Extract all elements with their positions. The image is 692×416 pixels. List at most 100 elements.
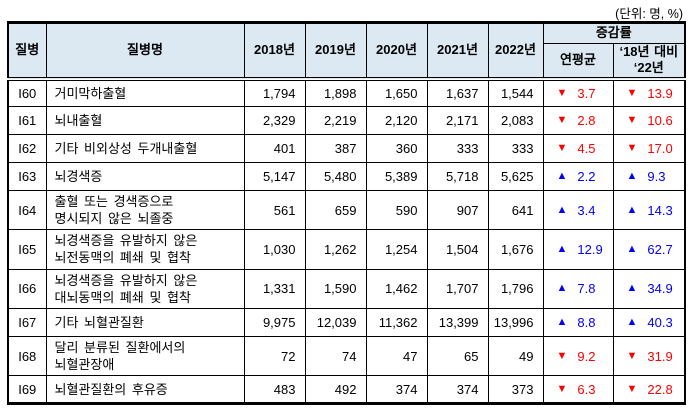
table-row: I69 뇌혈관질환의 후유증 483 492 374 374 373 ▼ 6.3 … [7,375,686,405]
disease-code-cell: I62 [7,134,47,163]
year-value-cell: 5,147 [243,162,306,191]
triangle-down-icon: ▼ [626,86,638,99]
disease-name-cell: 뇌내출혈 [45,106,245,135]
vs-change-cell: ▲ 62.7 [612,229,686,270]
year-value-cell: 1,707 [426,268,489,309]
year-value-cell: 11,362 [365,307,428,337]
annual-change-cell: ▼ 2.8 [542,106,614,135]
change-value: 17.0 [647,141,673,156]
table-row: I61 뇌내출혈 2,329 2,219 2,120 2,171 2,083 ▼… [7,106,686,135]
year-value-cell: 1,030 [243,229,306,270]
vs-change-cell: ▲ 9.3 [612,162,686,191]
triangle-up-icon: ▲ [626,170,638,182]
disease-name-cell: 뇌경색증을 유발하지 않은 뇌전동맥의 폐쇄 및 협착 [45,229,245,270]
table-row: I64 출혈 또는 경색증으로 명시되지 않은 뇌졸중 561 659 590 9… [7,189,686,231]
year-value-cell: 47 [365,335,428,377]
year-value-cell: 1,262 [304,229,367,270]
year-value-cell: 2,329 [243,106,306,135]
change-value: 9.2 [577,348,596,364]
header-vs-2018-2022: ‘18년 대비 ‘22년 [612,43,686,81]
vs-change-cell: ▲ 34.9 [612,268,686,309]
year-value-cell: 387 [304,134,367,163]
triangle-down-icon: ▼ [626,142,638,154]
disease-code-cell: I67 [7,307,47,337]
disease-name-cell: 뇌혈관질환의 후유증 [45,375,245,405]
change-value: 31.9 [647,348,673,364]
year-value-cell: 907 [426,189,489,231]
triangle-down-icon: ▼ [626,382,638,395]
change-value: 22.8 [647,381,673,397]
header-vs-line2: ‘22년 [633,60,664,76]
year-value-cell: 1,504 [426,229,489,270]
header-row-2: 연평균 ‘18년 대비 ‘22년 [8,43,686,81]
unit-note: (단위: 명, %) [615,7,683,21]
year-value-cell: 74 [304,335,367,377]
disease-name-cell: 기타 비외상성 두개내출혈 [45,134,245,163]
change-value: 8.8 [577,314,596,330]
change-value: 3.7 [577,85,596,101]
triangle-up-icon: ▲ [626,203,638,216]
change-value: 12.9 [577,241,603,257]
year-value-cell: 1,650 [365,78,428,107]
triangle-up-icon: ▲ [556,282,568,295]
disease-name-cell: 뇌경색증을 유발하지 않은 대뇌동맥의 폐쇄 및 협착 [45,268,245,309]
disease-name-cell: 달리 분류된 질환에서의 뇌혈관장애 [45,335,245,377]
disease-code-cell: I63 [7,162,47,191]
year-value-cell: 373 [487,375,544,405]
year-value-cell: 5,625 [487,162,544,191]
table-row: I65 뇌경색증을 유발하지 않은 뇌전동맥의 폐쇄 및 협착 1,030 1,2… [7,229,686,270]
year-value-cell: 401 [243,134,306,163]
header-change-group: 증감률 [542,22,686,44]
triangle-up-icon: ▲ [556,242,568,255]
year-value-cell: 492 [304,375,367,405]
triangle-up-icon: ▲ [626,282,638,295]
table-row: I67 기타 뇌혈관질환 9,975 12,039 11,362 13,399 … [7,307,686,337]
table-row: I63 뇌경색증 5,147 5,480 5,389 5,718 5,625 ▲… [7,162,686,191]
year-value-cell: 1,637 [426,78,489,107]
disease-name-cell: 기타 뇌혈관질환 [45,307,245,337]
year-value-cell: 1,898 [304,78,367,107]
year-value-cell: 333 [426,134,489,163]
triangle-up-icon: ▲ [556,315,568,328]
annual-change-cell: ▼ 3.7 [542,78,614,107]
header-year-2019: 2019년 [304,22,367,81]
year-value-cell: 1,544 [487,78,544,107]
year-value-cell: 13,399 [426,307,489,337]
triangle-down-icon: ▼ [626,114,638,126]
annual-change-cell: ▲ 8.8 [542,307,614,337]
year-value-cell: 360 [365,134,428,163]
triangle-down-icon: ▼ [626,349,638,362]
change-value: 7.8 [577,281,596,297]
disease-name-cell: 거미막하출혈 [45,78,245,107]
year-value-cell: 333 [487,134,544,163]
year-value-cell: 1,794 [243,78,306,107]
disease-code-cell: I69 [7,375,47,405]
year-value-cell: 483 [243,375,306,405]
table-row: I60 거미막하출혈 1,794 1,898 1,650 1,637 1,544… [7,78,686,107]
table-body: I60 거미막하출혈 1,794 1,898 1,650 1,637 1,544… [7,78,686,405]
year-value-cell: 2,083 [487,106,544,135]
year-value-cell: 1,462 [365,268,428,309]
triangle-up-icon: ▲ [626,315,638,328]
year-value-cell: 49 [487,335,544,377]
year-value-cell: 1,590 [304,268,367,309]
change-value: 14.3 [647,202,673,218]
triangle-down-icon: ▼ [556,86,568,99]
vs-change-cell: ▼ 31.9 [612,335,686,377]
disease-code-cell: I65 [7,229,47,270]
triangle-up-icon: ▲ [556,203,568,216]
year-value-cell: 13,996 [487,307,544,337]
header-disease-code: 질병 [7,22,47,81]
header-year-2022: 2022년 [487,22,544,81]
table-row: I68 달리 분류된 질환에서의 뇌혈관장애 72 74 47 65 49 ▼ 9.… [7,335,686,377]
change-value: 3.4 [577,202,596,218]
year-value-cell: 5,480 [304,162,367,191]
triangle-down-icon: ▼ [556,349,568,362]
header-annual-average: 연평균 [542,43,614,81]
annual-change-cell: ▲ 3.4 [542,189,614,231]
header-year-2018: 2018년 [243,22,306,81]
year-value-cell: 1,676 [487,229,544,270]
disease-name-cell: 출혈 또는 경색증으로 명시되지 않은 뇌졸중 [45,189,245,231]
vs-change-cell: ▼ 10.6 [612,106,686,135]
year-value-cell: 1,331 [243,268,306,309]
